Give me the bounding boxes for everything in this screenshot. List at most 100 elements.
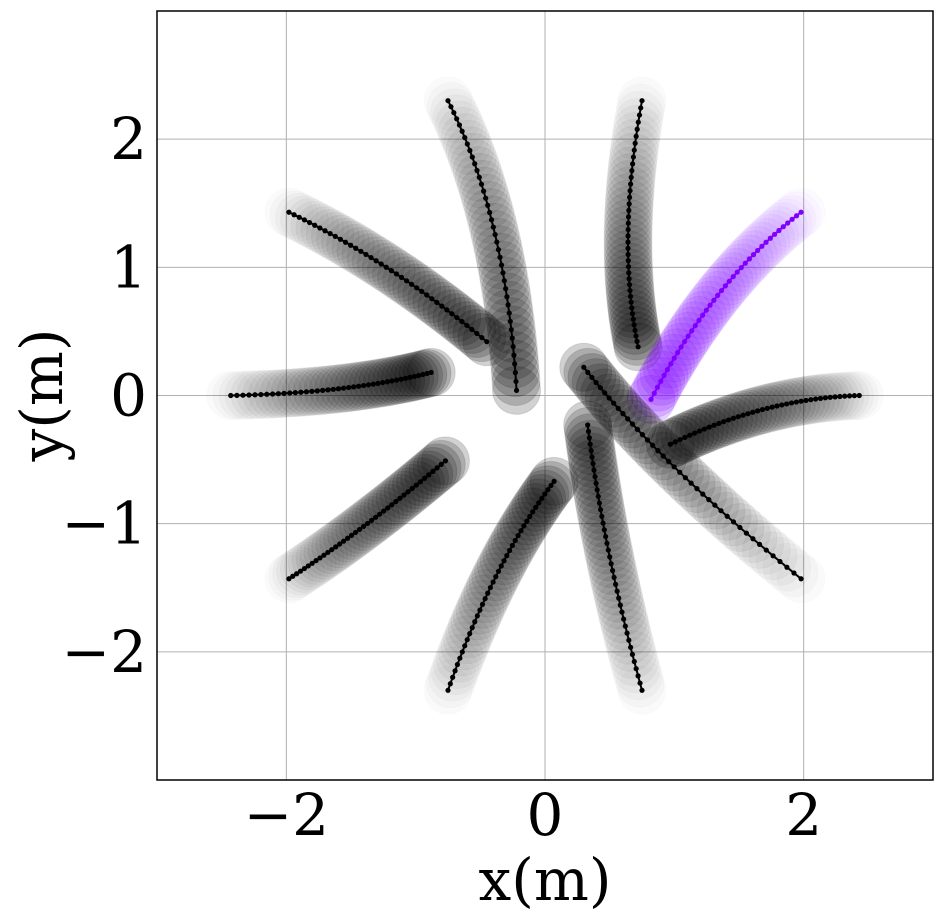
trajectory-point [631, 147, 637, 153]
trajectory-point [706, 424, 712, 430]
trajectory-point [721, 419, 727, 425]
trajectory-point [360, 523, 367, 530]
trajectory-point [360, 382, 367, 389]
trajectory-point [411, 373, 417, 380]
trajectory-point [737, 524, 743, 531]
trajectory-point [536, 500, 542, 506]
trajectory-point [313, 558, 319, 564]
trajectory-point [594, 487, 600, 493]
trajectory-point [303, 389, 310, 395]
y-tick-label: −2 [62, 618, 148, 686]
trajectory-point [685, 333, 691, 339]
trajectory-point [678, 344, 684, 350]
trajectory-point [322, 228, 328, 234]
trajectory-point [631, 658, 637, 665]
trajectory-point [688, 480, 694, 486]
trajectory-point [508, 327, 514, 333]
trajectory-point [601, 527, 607, 533]
trajectory-point [779, 402, 785, 408]
trajectory-point [335, 386, 341, 392]
trajectory-point [402, 375, 409, 381]
trajectory-point [510, 344, 516, 350]
trajectory-point [298, 389, 304, 395]
trajectory-point [403, 278, 410, 284]
trajectory-point [635, 119, 641, 125]
trajectory-point [457, 655, 463, 661]
trajectory-point [398, 376, 404, 382]
trajectory-point [479, 601, 486, 607]
trajectory-point [681, 338, 688, 345]
trajectory-point [482, 596, 488, 602]
trajectory-point [658, 378, 664, 384]
trajectory-point [755, 408, 761, 414]
y-axis-label: y(m) [8, 328, 76, 462]
trajectory-point [337, 541, 343, 547]
trajectory-point [474, 613, 480, 619]
trajectory-point [625, 239, 631, 245]
trajectory-point [317, 555, 323, 561]
trajectory-point [624, 630, 630, 636]
trajectory-point [416, 372, 422, 379]
trajectory-point [445, 687, 451, 693]
trajectory-point [464, 322, 470, 329]
trajectory-point [393, 498, 399, 505]
trajectory-point [630, 316, 636, 322]
trajectory-point [368, 517, 375, 523]
trajectory-point [614, 588, 620, 594]
trajectory-point [598, 507, 604, 513]
trajectory-point [346, 384, 352, 391]
trajectory-point [450, 674, 456, 680]
x-axis-label: x(m) [479, 846, 612, 914]
trajectory-point [275, 391, 281, 397]
trajectory-point [333, 544, 339, 550]
trajectory-point [745, 411, 751, 417]
trajectory-point [631, 322, 637, 328]
trajectory-point [548, 482, 554, 489]
trajectory-point [444, 307, 450, 313]
trajectory-point [608, 561, 614, 567]
trajectory-point [503, 286, 509, 292]
trajectory-point [625, 251, 631, 258]
trajectory-point [703, 307, 709, 313]
trajectory-point [341, 538, 347, 544]
trajectory-point [660, 453, 666, 459]
trajectory-point [342, 239, 349, 245]
tick-labels: −2 0 2 −2 −1 0 1 2 [62, 105, 823, 849]
trajectory-point [505, 302, 511, 308]
trajectory-point [240, 392, 246, 398]
trajectory-point [750, 536, 756, 542]
trajectory-point [325, 549, 331, 556]
trajectory-point [258, 391, 264, 398]
trajectory-point [422, 475, 428, 481]
trajectory-point [348, 532, 355, 538]
trajectory-point [666, 458, 672, 465]
trajectory-point [383, 264, 389, 270]
trajectory-point [509, 542, 516, 549]
trajectory-point [654, 384, 661, 390]
trajectory-point [469, 625, 475, 631]
trajectory-point [629, 305, 635, 311]
trajectory-point [504, 553, 510, 559]
trajectory-point [234, 392, 240, 398]
trajectory-point [246, 392, 252, 398]
trajectory-point [409, 485, 415, 491]
trajectory-point [377, 511, 383, 517]
trajectory-point [625, 233, 631, 239]
trajectory-point [445, 98, 451, 104]
trajectory-point [459, 649, 465, 655]
trajectory-point [301, 217, 308, 223]
trajectory-point [314, 388, 320, 394]
trajectory-point [327, 230, 333, 237]
trajectory-point [312, 222, 318, 228]
trajectory-point [409, 281, 415, 287]
trajectory-point [286, 576, 292, 582]
agent-trajectory-line [627, 100, 643, 347]
agent-trajectory-line [288, 211, 488, 343]
trajectory-point [424, 292, 430, 298]
trajectory-point [388, 268, 394, 274]
trajectory-point [634, 338, 640, 344]
trajectory-point [777, 558, 783, 565]
trajectory-point [832, 394, 838, 400]
trajectory-point [789, 216, 795, 222]
